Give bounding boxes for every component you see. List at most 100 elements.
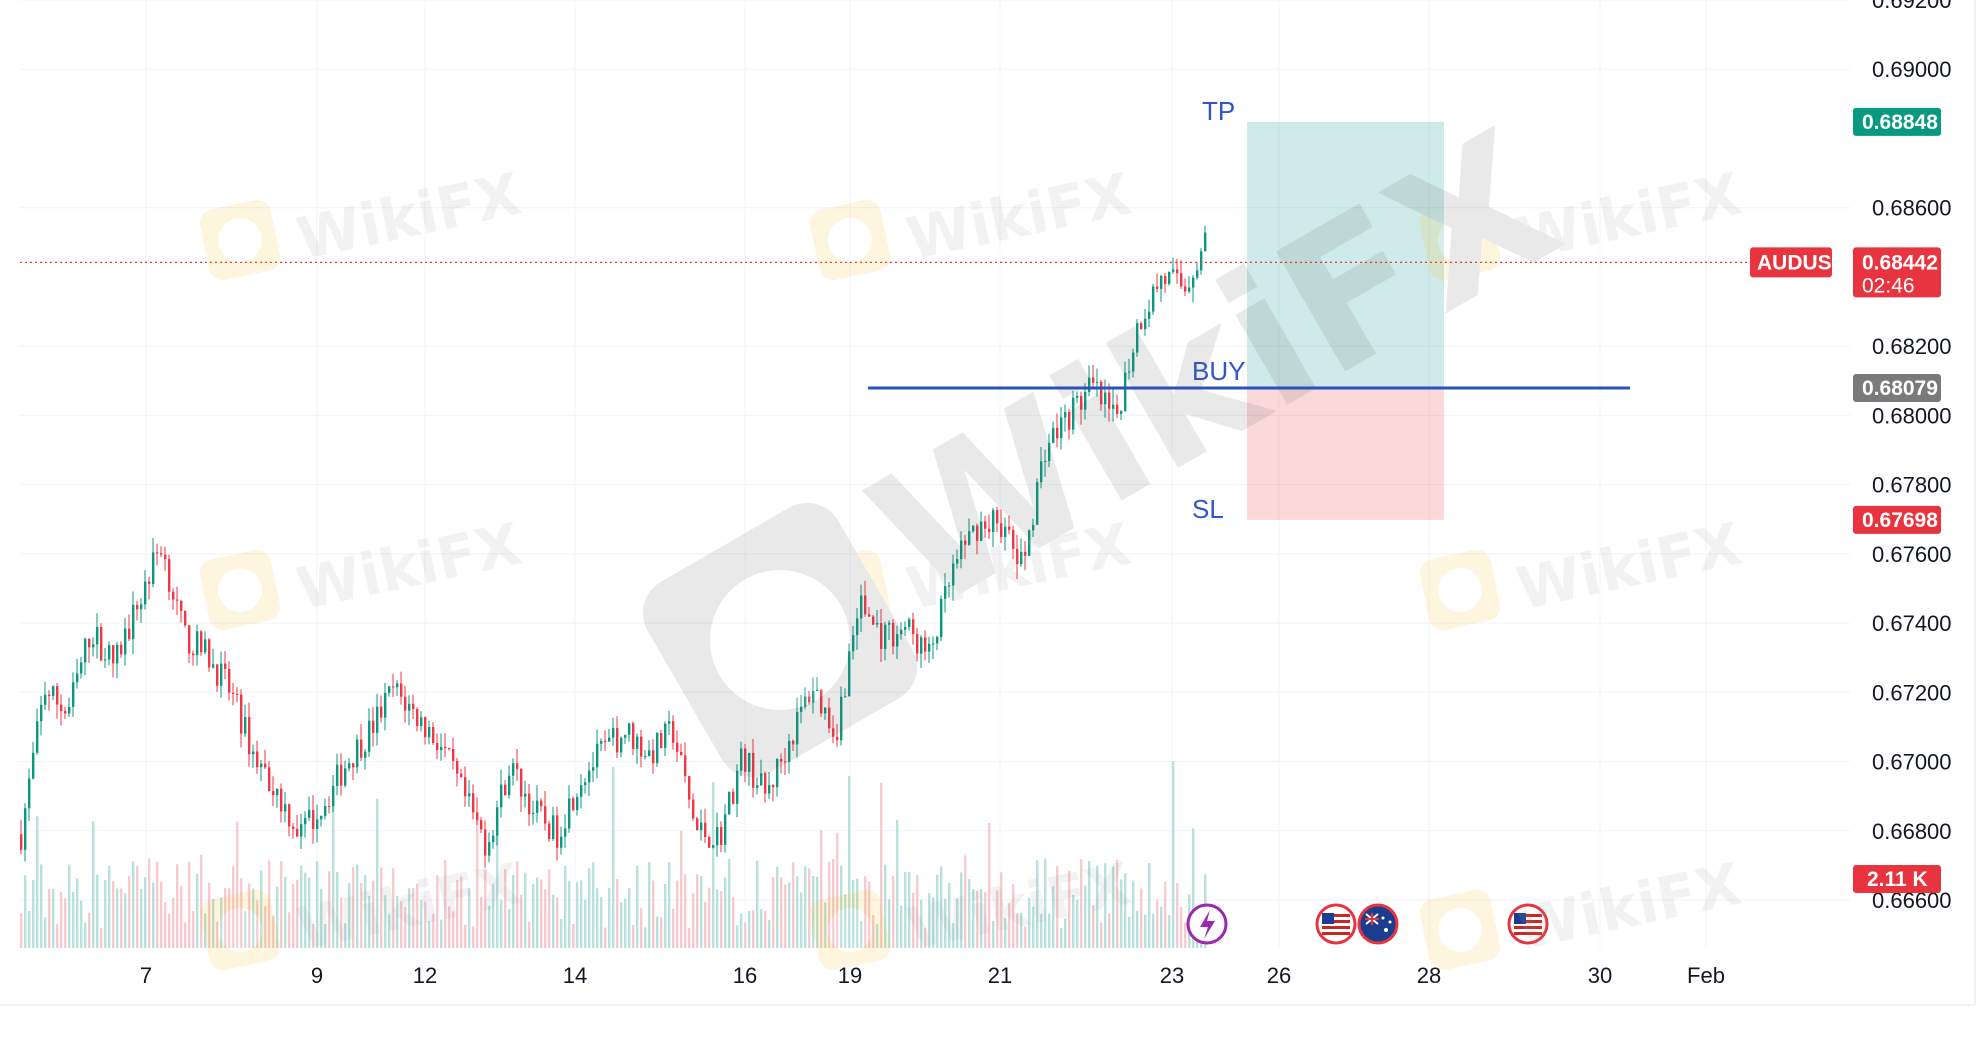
- volume-bar: [244, 911, 247, 948]
- volume-bar: [328, 871, 331, 948]
- x-tick-label: 16: [733, 963, 757, 988]
- volume-bar: [220, 897, 223, 948]
- volume-bar: [988, 823, 991, 948]
- candle-body: [324, 806, 327, 816]
- candle-body: [408, 703, 411, 711]
- volume-bar: [856, 878, 859, 948]
- candle-body: [964, 540, 967, 545]
- candle-body: [232, 692, 235, 694]
- candle-body: [772, 785, 775, 788]
- candle-body: [200, 631, 203, 653]
- candle-body: [1188, 287, 1191, 292]
- candle-body: [1084, 391, 1087, 410]
- candle-body: [152, 552, 155, 585]
- volume-bar: [680, 830, 683, 948]
- volume-bar: [188, 861, 191, 948]
- candle-body: [40, 704, 43, 722]
- y-tick-label: 0.69000: [1872, 57, 1952, 82]
- volume-bar: [1036, 860, 1039, 948]
- volume-bar: [84, 922, 87, 948]
- candle-body: [444, 746, 447, 749]
- candle-body: [700, 822, 703, 831]
- candle-body: [924, 637, 927, 652]
- volume-bar: [488, 905, 491, 948]
- candle-body: [488, 842, 491, 856]
- candle-body: [752, 752, 755, 788]
- volume-bar: [916, 875, 919, 948]
- candle-body: [1148, 311, 1151, 319]
- candle-body: [812, 691, 815, 703]
- candle-body: [952, 563, 955, 586]
- volume-bar: [864, 876, 867, 948]
- candle-body: [648, 750, 651, 756]
- candle-body: [1160, 276, 1163, 289]
- candle-body: [992, 510, 995, 532]
- volume-bar: [624, 898, 627, 948]
- candle-body: [616, 728, 619, 753]
- candle-body: [352, 763, 355, 768]
- volume-bar: [700, 876, 703, 948]
- watermark-logo: WikiFX: [809, 160, 1137, 281]
- take-profit-zone[interactable]: [1247, 121, 1444, 389]
- volume-bar: [68, 864, 71, 948]
- us-flag-event-icon-2[interactable]: [1507, 903, 1549, 945]
- lightning-event-icon[interactable]: [1186, 903, 1228, 945]
- au-flag-event-icon[interactable]: [1357, 903, 1399, 945]
- candle-body: [496, 807, 499, 836]
- candle-body: [872, 616, 875, 625]
- candle-body: [264, 763, 267, 768]
- candle-body: [604, 741, 607, 743]
- volume-bar: [800, 892, 803, 948]
- price-axis[interactable]: 0.666000.668000.670000.672000.674000.676…: [1872, 0, 1952, 913]
- volume-bar: [248, 883, 251, 948]
- volume-bar: [404, 907, 407, 948]
- x-tick-label: 26: [1267, 963, 1291, 988]
- candle-body: [132, 604, 135, 640]
- candle-body: [848, 651, 851, 697]
- candle-body: [632, 723, 635, 749]
- candle-body: [1200, 251, 1203, 271]
- volume-bar: [204, 913, 207, 948]
- candle-body: [1092, 377, 1095, 383]
- volume-bar: [476, 813, 479, 948]
- candle-body: [296, 828, 299, 837]
- volume-bar: [1112, 866, 1115, 948]
- candle-body: [960, 540, 963, 560]
- volume-bar: [1084, 885, 1087, 948]
- candle-body: [292, 826, 295, 829]
- candle-body: [1076, 395, 1079, 398]
- candle-body: [796, 711, 799, 745]
- candle-body: [720, 827, 723, 845]
- candle-body: [780, 759, 783, 762]
- volume-bar: [784, 884, 787, 948]
- volume-bar: [884, 864, 887, 948]
- y-tick-label: 0.67600: [1872, 542, 1952, 567]
- volume-bar: [628, 887, 631, 948]
- time-axis[interactable]: 7 9 12 14 16 19 21 23 26 28 30 Feb: [140, 963, 1725, 988]
- tp-price: 0.68848: [1862, 111, 1938, 134]
- candle-body: [1172, 269, 1175, 272]
- candle-body: [1012, 529, 1015, 549]
- volume-bar: [772, 876, 775, 948]
- volume-bar: [572, 923, 575, 948]
- volume-bar: [384, 895, 387, 948]
- candle-body: [312, 809, 315, 829]
- candle-body: [272, 791, 275, 796]
- candle-body: [284, 804, 287, 812]
- candle-body: [928, 643, 931, 652]
- volume-bar: [408, 888, 411, 948]
- volume-bar: [872, 915, 875, 948]
- us-flag-event-icon[interactable]: [1315, 903, 1357, 945]
- stop-loss-zone[interactable]: [1247, 388, 1444, 520]
- candle-body: [680, 751, 683, 756]
- candle-body: [372, 720, 375, 733]
- candle-body: [1132, 352, 1135, 372]
- volume-bar: [1088, 860, 1091, 948]
- volume-bar: [932, 897, 935, 948]
- long-position-tool[interactable]: [1247, 121, 1444, 520]
- volume-bar: [992, 920, 995, 948]
- candle-body: [888, 622, 891, 625]
- volume-bar: [1060, 927, 1063, 948]
- candle-body: [1204, 232, 1207, 252]
